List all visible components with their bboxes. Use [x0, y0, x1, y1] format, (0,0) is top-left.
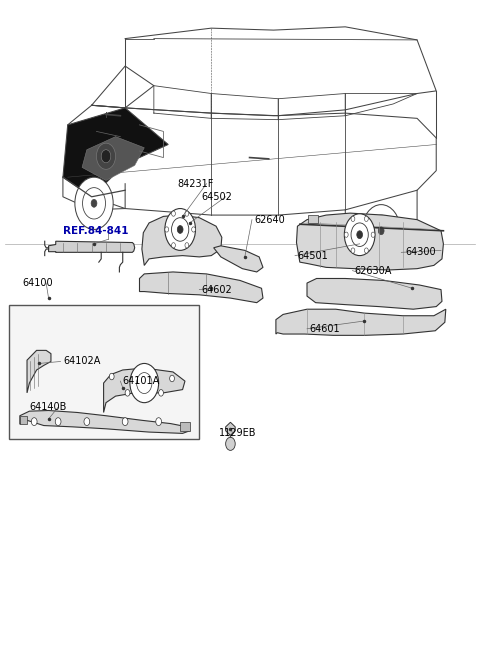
- Polygon shape: [27, 350, 51, 393]
- Circle shape: [171, 217, 189, 241]
- Polygon shape: [48, 241, 135, 252]
- Circle shape: [370, 215, 393, 246]
- Text: 64102A: 64102A: [63, 356, 100, 367]
- Circle shape: [83, 187, 106, 219]
- Circle shape: [130, 364, 158, 403]
- Circle shape: [351, 248, 355, 253]
- Circle shape: [362, 204, 400, 257]
- Polygon shape: [308, 215, 318, 223]
- Circle shape: [156, 418, 161, 426]
- Polygon shape: [20, 416, 27, 424]
- Circle shape: [351, 223, 368, 246]
- Text: 62640: 62640: [254, 215, 285, 225]
- Circle shape: [371, 232, 375, 237]
- Polygon shape: [276, 309, 446, 335]
- Circle shape: [91, 199, 97, 207]
- Polygon shape: [82, 137, 144, 180]
- Circle shape: [122, 418, 128, 426]
- Circle shape: [226, 438, 235, 451]
- Text: 64601: 64601: [310, 324, 340, 334]
- Text: 64140B: 64140B: [29, 402, 67, 412]
- Text: 84231F: 84231F: [178, 179, 214, 189]
- Circle shape: [31, 418, 37, 426]
- Text: 64501: 64501: [298, 251, 328, 261]
- Circle shape: [137, 373, 152, 394]
- Circle shape: [101, 150, 111, 163]
- Circle shape: [185, 243, 189, 248]
- Circle shape: [344, 232, 348, 237]
- Circle shape: [351, 216, 355, 221]
- Circle shape: [165, 227, 168, 232]
- Polygon shape: [214, 246, 263, 272]
- Circle shape: [357, 231, 362, 238]
- Polygon shape: [226, 422, 235, 436]
- Polygon shape: [180, 422, 190, 431]
- Circle shape: [177, 225, 183, 233]
- Polygon shape: [20, 411, 190, 434]
- Polygon shape: [104, 368, 185, 413]
- Circle shape: [185, 211, 189, 216]
- Text: REF.84-841: REF.84-841: [63, 227, 129, 236]
- Circle shape: [169, 375, 174, 382]
- Circle shape: [84, 418, 90, 426]
- Circle shape: [125, 390, 130, 396]
- Polygon shape: [297, 213, 444, 270]
- Text: 64502: 64502: [202, 192, 233, 202]
- Circle shape: [96, 143, 116, 170]
- Circle shape: [75, 177, 113, 229]
- Text: 64300: 64300: [405, 248, 436, 257]
- Circle shape: [378, 227, 384, 234]
- Circle shape: [364, 216, 368, 221]
- Bar: [9, 305, 199, 439]
- Text: 62630A: 62630A: [355, 266, 392, 276]
- Circle shape: [171, 243, 175, 248]
- Polygon shape: [142, 215, 222, 265]
- Polygon shape: [307, 278, 442, 309]
- Circle shape: [171, 211, 175, 216]
- Circle shape: [55, 418, 61, 426]
- Circle shape: [158, 390, 163, 396]
- Text: 64100: 64100: [22, 278, 53, 288]
- Polygon shape: [140, 272, 263, 303]
- Circle shape: [344, 214, 375, 255]
- Text: 64602: 64602: [202, 284, 232, 295]
- Circle shape: [109, 373, 114, 380]
- Circle shape: [192, 227, 195, 232]
- Text: 1129EB: 1129EB: [218, 428, 256, 438]
- Circle shape: [165, 208, 195, 250]
- Circle shape: [364, 248, 368, 253]
- Text: 64101A: 64101A: [123, 376, 160, 386]
- Polygon shape: [63, 108, 168, 196]
